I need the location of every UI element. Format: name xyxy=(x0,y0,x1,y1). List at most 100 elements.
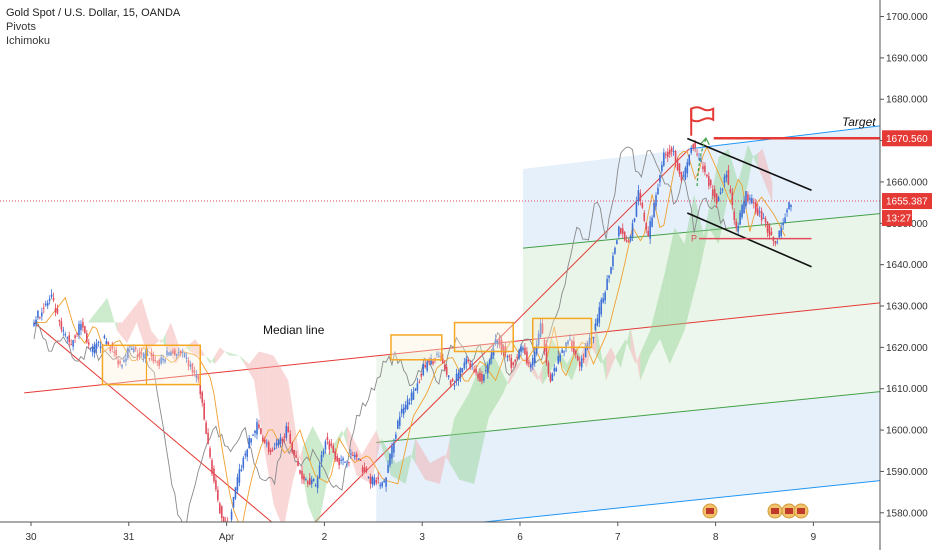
candle-body xyxy=(502,346,505,353)
candle-body xyxy=(295,455,297,458)
candle-body xyxy=(181,351,184,353)
consolidation-box[interactable] xyxy=(390,334,443,361)
cloud-segment xyxy=(469,380,475,484)
candle-body xyxy=(50,294,53,297)
candle-body xyxy=(729,189,732,193)
candle-body xyxy=(72,340,74,347)
economic-event-2[interactable] xyxy=(767,503,783,519)
candle-body xyxy=(215,480,217,490)
pitchfork-inner-lower-line[interactable] xyxy=(376,387,929,443)
channel-lower-line[interactable] xyxy=(686,212,812,268)
candle-body xyxy=(375,480,378,483)
candle-body xyxy=(713,188,716,198)
consolidation-box[interactable] xyxy=(453,321,514,353)
candle-body xyxy=(578,361,581,366)
pitchfork[interactable] xyxy=(24,120,929,542)
candle-body xyxy=(504,346,507,354)
candle-body xyxy=(121,364,123,368)
candle-body xyxy=(698,158,700,160)
candle-body xyxy=(170,352,172,356)
x-tick-label: 7 xyxy=(615,532,621,543)
countdown-label[interactable]: 13:27 xyxy=(886,214,911,225)
candle-body xyxy=(541,323,544,334)
cloud-segment xyxy=(87,316,93,323)
candle-body xyxy=(381,482,383,487)
candle-body xyxy=(735,221,738,228)
candle-body xyxy=(580,358,583,368)
cloud-segment xyxy=(293,413,299,480)
candle-body xyxy=(694,142,696,148)
candle-body xyxy=(733,211,736,221)
candle-body xyxy=(328,441,331,450)
cloud-segment xyxy=(136,297,142,338)
cloud-segment xyxy=(537,366,543,385)
candle-body xyxy=(140,352,143,354)
candle-body xyxy=(631,223,634,237)
candle-body xyxy=(348,462,350,464)
candle-body xyxy=(520,346,522,352)
candle-body xyxy=(185,357,188,360)
candle-body xyxy=(447,375,450,378)
drawings[interactable]: P Median line Target xyxy=(0,106,880,519)
candle-body xyxy=(195,375,198,378)
pitchfork-upper-line[interactable] xyxy=(689,120,929,150)
candle-body xyxy=(154,359,157,361)
cloud-segment xyxy=(190,339,196,356)
candle-body xyxy=(301,471,303,479)
candle-body xyxy=(528,362,530,364)
candle-body xyxy=(786,209,788,213)
candle-body xyxy=(471,363,473,365)
projection-arrow[interactable] xyxy=(696,139,707,187)
economic-event-4[interactable] xyxy=(793,503,809,519)
candle-body xyxy=(353,455,356,458)
current-price-label[interactable]: 1655.387 xyxy=(886,197,928,208)
consolidation-box[interactable] xyxy=(532,317,593,349)
channel-upper-line[interactable] xyxy=(686,137,812,191)
candle-body xyxy=(430,357,432,365)
candle-body xyxy=(279,437,282,444)
symbol-title[interactable]: Gold Spot / U.S. Dollar, 15, OANDA xyxy=(6,7,181,19)
candle-body xyxy=(142,353,145,358)
candle-body xyxy=(41,312,43,317)
candle-body xyxy=(103,335,106,339)
economic-event-1[interactable] xyxy=(702,503,718,519)
pitchfork-handle-line[interactable] xyxy=(295,148,690,542)
candle-body xyxy=(477,373,479,379)
flag-icon[interactable] xyxy=(690,106,715,123)
candle-body xyxy=(289,433,292,444)
pitchfork-median-line[interactable] xyxy=(24,298,929,394)
candle-body xyxy=(682,175,685,177)
candle-body xyxy=(109,348,112,352)
candle-body xyxy=(113,351,115,353)
candle-body xyxy=(422,363,425,376)
candle-body xyxy=(696,153,698,155)
target-label[interactable]: Target xyxy=(842,115,876,129)
consolidation-box[interactable] xyxy=(101,344,202,386)
candle-body xyxy=(584,347,587,358)
cloud-segment xyxy=(415,438,421,472)
candle-body xyxy=(355,454,358,457)
candle-body xyxy=(340,459,342,461)
candle-body xyxy=(459,368,462,377)
cloud-segment xyxy=(302,436,308,505)
candle-body xyxy=(670,147,673,152)
median-line-label[interactable]: Median line xyxy=(263,323,325,337)
target-price-label[interactable]: 1670.560 xyxy=(886,134,928,145)
candle-body xyxy=(760,210,763,221)
candle-body xyxy=(68,335,71,343)
candle-body xyxy=(74,335,76,338)
pitchfork-anchor-low-line[interactable] xyxy=(33,322,295,542)
indicator-ichimoku[interactable]: Ichimoku xyxy=(6,35,51,47)
cloud-segment xyxy=(356,445,362,479)
cloud-segment xyxy=(625,326,631,352)
candle-body xyxy=(342,458,344,461)
indicator-pivots[interactable]: Pivots xyxy=(6,21,36,33)
pitchfork-lower-line[interactable] xyxy=(295,476,929,542)
candle-body xyxy=(281,438,284,442)
candle-body xyxy=(307,481,309,484)
candle-body xyxy=(741,205,743,217)
cloud-segment xyxy=(723,148,729,220)
cloud-segment xyxy=(459,401,465,482)
candle-body xyxy=(774,241,777,244)
